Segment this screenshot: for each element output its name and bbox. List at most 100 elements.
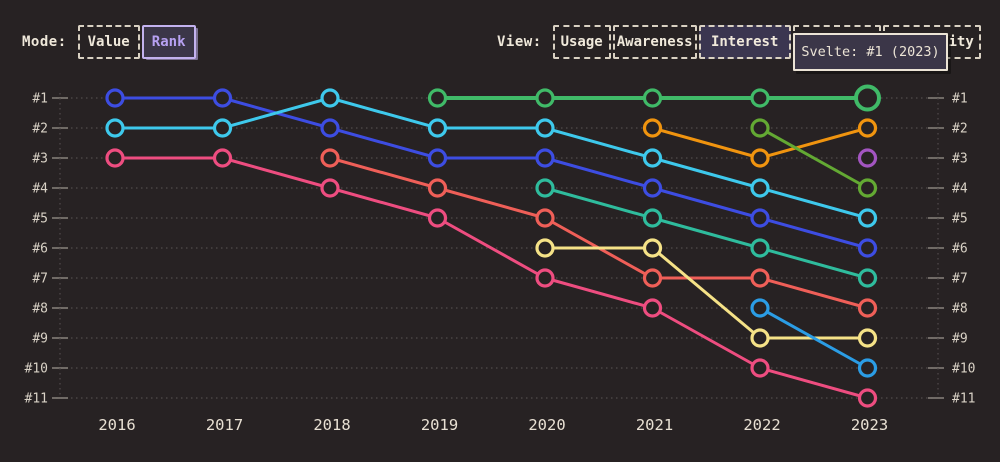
point-svelte-green-2020[interactable] <box>535 88 555 108</box>
year-label: 2021 <box>636 416 673 434</box>
point-salmon-red-2021[interactable] <box>642 268 663 288</box>
view-awareness-button[interactable]: Awareness <box>612 25 697 59</box>
view-label: View: <box>497 34 542 50</box>
mode-value-button[interactable]: Value <box>77 25 140 59</box>
line-cyan <box>113 96 869 220</box>
rank-label-right: #2 <box>952 122 968 137</box>
point-magenta-pink-2020[interactable] <box>535 268 555 288</box>
point-olive-green-2023[interactable] <box>857 178 878 198</box>
point-salmon-red-2018[interactable] <box>320 148 340 168</box>
rank-label-left: #9 <box>32 332 48 347</box>
mode-toggle-group: Mode: Value Rank <box>22 25 198 59</box>
point-royal-blue-2017[interactable] <box>212 88 233 108</box>
rank-label-left: #5 <box>32 212 48 227</box>
grid-layer <box>52 93 944 399</box>
point-magenta-pink-2018[interactable] <box>320 178 340 198</box>
line-sky-blue <box>758 306 869 370</box>
rank-label-right: #4 <box>952 182 968 197</box>
year-label: 2023 <box>851 416 888 434</box>
rank-label-left: #11 <box>25 392 48 407</box>
rank-label-right: #10 <box>952 362 975 377</box>
line-magenta-pink <box>113 156 869 400</box>
point-svelte-green-2021[interactable] <box>642 88 663 108</box>
point-royal-blue-2023[interactable] <box>857 238 878 258</box>
rank-label-right: #1 <box>952 92 968 107</box>
rank-label-right: #3 <box>952 152 968 167</box>
point-yellow-2022[interactable] <box>750 328 770 348</box>
point-royal-blue-2019[interactable] <box>427 148 448 168</box>
year-label: 2016 <box>98 416 135 434</box>
point-yellow-2021[interactable] <box>642 238 663 258</box>
line-salmon-red <box>328 156 869 310</box>
point-cyan-2019[interactable] <box>427 118 448 138</box>
point-salmon-red-2022[interactable] <box>750 268 770 288</box>
point-sky-blue-2022[interactable] <box>750 298 770 318</box>
point-svelte-green-2023[interactable] <box>854 84 881 112</box>
point-svelte-green-2022[interactable] <box>750 88 770 108</box>
mode-label: Mode: <box>22 34 67 50</box>
mode-rank-button[interactable]: Rank <box>141 25 196 59</box>
view-interest-button[interactable]: Interest <box>698 25 791 59</box>
point-royal-blue-2016[interactable] <box>105 88 125 108</box>
rank-label-right: #9 <box>952 332 968 347</box>
line-olive-green <box>758 126 869 190</box>
rank-label-left: #3 <box>32 152 48 167</box>
rank-label-right: #11 <box>952 392 975 407</box>
year-label: 2022 <box>743 416 780 434</box>
rank-label-left: #7 <box>32 272 48 287</box>
point-royal-blue-2018[interactable] <box>320 118 340 138</box>
point-teal-2022[interactable] <box>750 238 770 258</box>
point-cyan-2023[interactable] <box>857 208 878 228</box>
lines-layer <box>113 96 870 400</box>
point-orange-2021[interactable] <box>642 118 663 138</box>
point-orange-2023[interactable] <box>857 118 878 138</box>
tooltip-text: Svelte: #1 (2023) <box>801 44 940 60</box>
rank-label-left: #2 <box>32 122 48 137</box>
view-usage-button[interactable]: Usage <box>552 25 611 59</box>
point-magenta-pink-2022[interactable] <box>750 358 770 378</box>
point-magenta-pink-2021[interactable] <box>642 298 663 318</box>
point-royal-blue-2020[interactable] <box>535 148 555 168</box>
point-sky-blue-2023[interactable] <box>857 358 878 378</box>
markers-layer <box>105 84 881 408</box>
rank-label-right: #7 <box>952 272 968 287</box>
rank-label-right: #8 <box>952 302 968 317</box>
point-cyan-2020[interactable] <box>535 118 555 138</box>
axis-labels: #1 #1 #2 #2 #3 #3 #4 #4 #5 #5 #6 #6 #7 #7 #8 #8 #9 #9 #10 #… <box>25 92 976 435</box>
point-orange-2022[interactable] <box>750 148 770 168</box>
rank-label-right: #5 <box>952 212 968 227</box>
point-yellow-2020[interactable] <box>535 238 555 258</box>
point-cyan-2022[interactable] <box>750 178 770 198</box>
year-label: 2019 <box>421 416 458 434</box>
point-purple-2023[interactable] <box>857 148 878 168</box>
year-label: 2017 <box>206 416 243 434</box>
rank-label-left: #1 <box>32 92 48 107</box>
point-teal-2021[interactable] <box>642 208 663 228</box>
point-cyan-2018[interactable] <box>320 88 340 108</box>
point-svelte-green-2019[interactable] <box>427 88 448 108</box>
point-royal-blue-2022[interactable] <box>750 208 770 228</box>
point-royal-blue-2021[interactable] <box>642 178 663 198</box>
rank-label-left: #6 <box>32 242 48 257</box>
rank-label-left: #8 <box>32 302 48 317</box>
point-teal-2023[interactable] <box>857 268 878 288</box>
line-teal <box>543 186 869 280</box>
rank-label-right: #6 <box>952 242 968 257</box>
point-magenta-pink-2019[interactable] <box>427 208 448 228</box>
point-cyan-2021[interactable] <box>642 148 663 168</box>
year-label: 2020 <box>528 416 565 434</box>
point-salmon-red-2020[interactable] <box>535 208 555 228</box>
point-magenta-pink-2023[interactable] <box>857 388 878 408</box>
point-teal-2020[interactable] <box>535 178 555 198</box>
point-magenta-pink-2016[interactable] <box>105 148 125 168</box>
point-cyan-2016[interactable] <box>105 118 125 138</box>
point-magenta-pink-2017[interactable] <box>212 148 233 168</box>
point-olive-green-2022[interactable] <box>750 118 770 138</box>
point-yellow-2023[interactable] <box>857 328 878 348</box>
line-royal-blue <box>113 96 869 250</box>
point-cyan-2017[interactable] <box>212 118 233 138</box>
point-salmon-red-2019[interactable] <box>427 178 448 198</box>
point-salmon-red-2023[interactable] <box>857 298 878 318</box>
